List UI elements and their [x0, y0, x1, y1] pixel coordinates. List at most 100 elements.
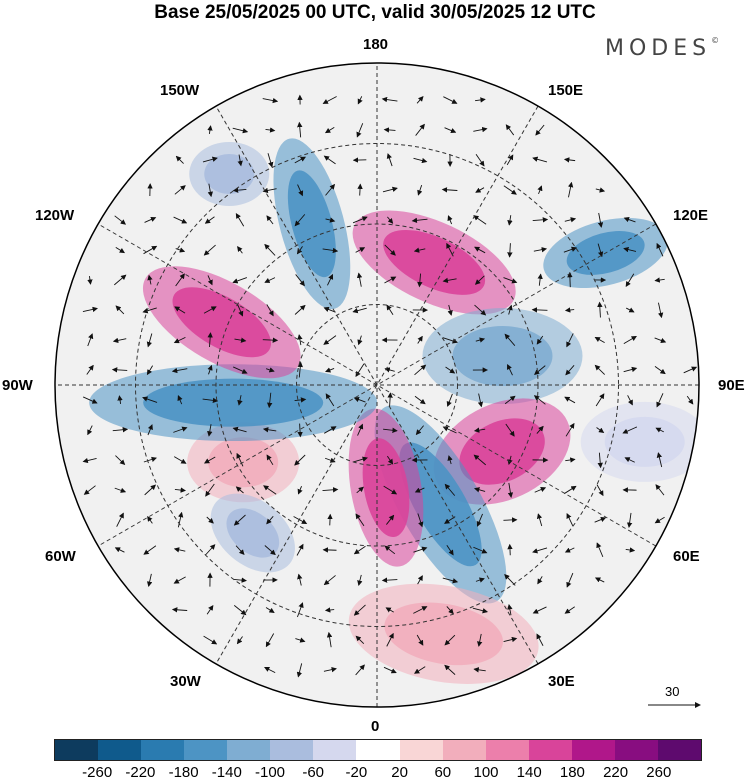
wind-arrow: [507, 363, 513, 376]
wind-arrow: [445, 366, 456, 374]
colorbar-label: 260: [646, 764, 672, 781]
wind-arrow: [264, 277, 276, 283]
wind-arrow: [262, 187, 277, 194]
wind-arrow: [382, 186, 398, 193]
wind-arrow: [237, 395, 243, 406]
wind-arrow: [654, 337, 667, 343]
lon-label-120e: 120E: [673, 207, 709, 224]
wind-arrow: [356, 486, 364, 494]
wind-arrow: [655, 484, 665, 496]
wind-arrow: [564, 217, 577, 223]
wind-arrow: [473, 215, 487, 225]
wind-arrow: [236, 636, 243, 645]
colorbar-label: -60: [302, 764, 325, 781]
wind-arrow: [564, 396, 576, 404]
wind-arrow: [383, 485, 398, 495]
wind-arrow: [446, 393, 453, 407]
colorbar-swatch: [184, 740, 228, 760]
wind-arrow: [506, 154, 514, 166]
wind-arrow: [447, 455, 453, 465]
wind-arrow: [324, 426, 337, 434]
wind-arrow: [596, 484, 604, 497]
wind-arrow: [294, 454, 306, 466]
wind-arrow: [146, 365, 154, 376]
colorbar-swatch: [55, 740, 99, 760]
wind-arrow: [417, 513, 424, 528]
wind-arrow: [262, 427, 277, 433]
wind-arrow: [82, 396, 98, 404]
wind-arrow: [622, 426, 638, 434]
wind-arrow: [322, 96, 337, 104]
wind-arrow: [625, 307, 635, 313]
wind-arrow: [534, 487, 547, 493]
wind-arrow: [442, 577, 459, 584]
wind-arrow: [627, 395, 633, 406]
wind-arrow: [236, 452, 244, 467]
wind-arrow: [142, 396, 158, 403]
wind-arrow: [623, 217, 636, 223]
wind-arrow: [202, 397, 219, 404]
wind-arrow: [414, 487, 425, 493]
wind-arrow: [234, 337, 247, 343]
wind-arrow: [595, 187, 606, 193]
wind-arrow: [442, 277, 457, 284]
colorbar-swatch: [614, 740, 658, 760]
wind-arrow: [294, 156, 306, 164]
wind-arrow: [267, 153, 274, 168]
wind-arrow: [296, 246, 303, 255]
wind-arrow: [686, 395, 694, 405]
wind-arrow: [237, 246, 243, 254]
wind-arrow: [533, 247, 548, 253]
wind-arrow: [655, 427, 664, 433]
wind-arrow: [175, 247, 186, 253]
wind-arrow: [446, 544, 454, 556]
colorbar-swatch: [141, 740, 185, 760]
wind-arrow: [413, 606, 428, 614]
wind-arrow: [322, 487, 339, 493]
wind-arrow: [297, 121, 303, 138]
wind-arrow: [297, 334, 303, 346]
wind-arrow: [142, 307, 157, 314]
wind-arrow: [297, 485, 303, 495]
wind-arrow: [594, 336, 605, 343]
wind-arrow: [171, 367, 188, 374]
wind-arrow: [297, 184, 304, 197]
wind-arrow: [203, 456, 216, 464]
wind-arrow: [82, 306, 98, 313]
wind-arrow: [507, 243, 513, 258]
wind-arrow: [204, 544, 216, 556]
lon-label-150w: 150W: [160, 82, 200, 99]
colorbar-swatch: [485, 740, 529, 760]
wind-arrow: [595, 393, 605, 407]
wind-arrow: [357, 96, 363, 105]
wind-arrow: [447, 215, 453, 225]
anomaly-blob: [383, 229, 486, 295]
wind-arrow: [386, 514, 395, 525]
wind-arrow: [532, 217, 549, 223]
wind-arrow: [567, 271, 573, 288]
wind-arrow: [415, 425, 424, 436]
wind-arrow: [206, 516, 214, 524]
lon-label-150e: 150E: [548, 82, 584, 99]
wind-arrow: [381, 577, 398, 583]
wind-arrow: [116, 512, 124, 527]
anomaly-blob: [604, 416, 685, 467]
wind-arrow: [477, 633, 483, 647]
wind-arrow: [625, 547, 636, 553]
wind-arrow: [446, 606, 454, 615]
wind-arrow: [476, 513, 483, 527]
wind-arrow: [144, 484, 156, 496]
wind-arrow: [143, 245, 158, 255]
wind-arrow: [233, 577, 247, 583]
wind-arrow: [474, 246, 486, 254]
wind-arrow: [596, 542, 604, 558]
wind-arrow: [507, 215, 513, 226]
wind-arrow: [146, 573, 153, 588]
wind-arrow: [534, 365, 546, 375]
wind-arrow: [594, 364, 605, 375]
wind-arrow: [355, 247, 366, 253]
colorbar-swatch: [227, 740, 271, 760]
wind-arrow: [625, 273, 635, 288]
colorbar-swatch: [442, 740, 486, 760]
